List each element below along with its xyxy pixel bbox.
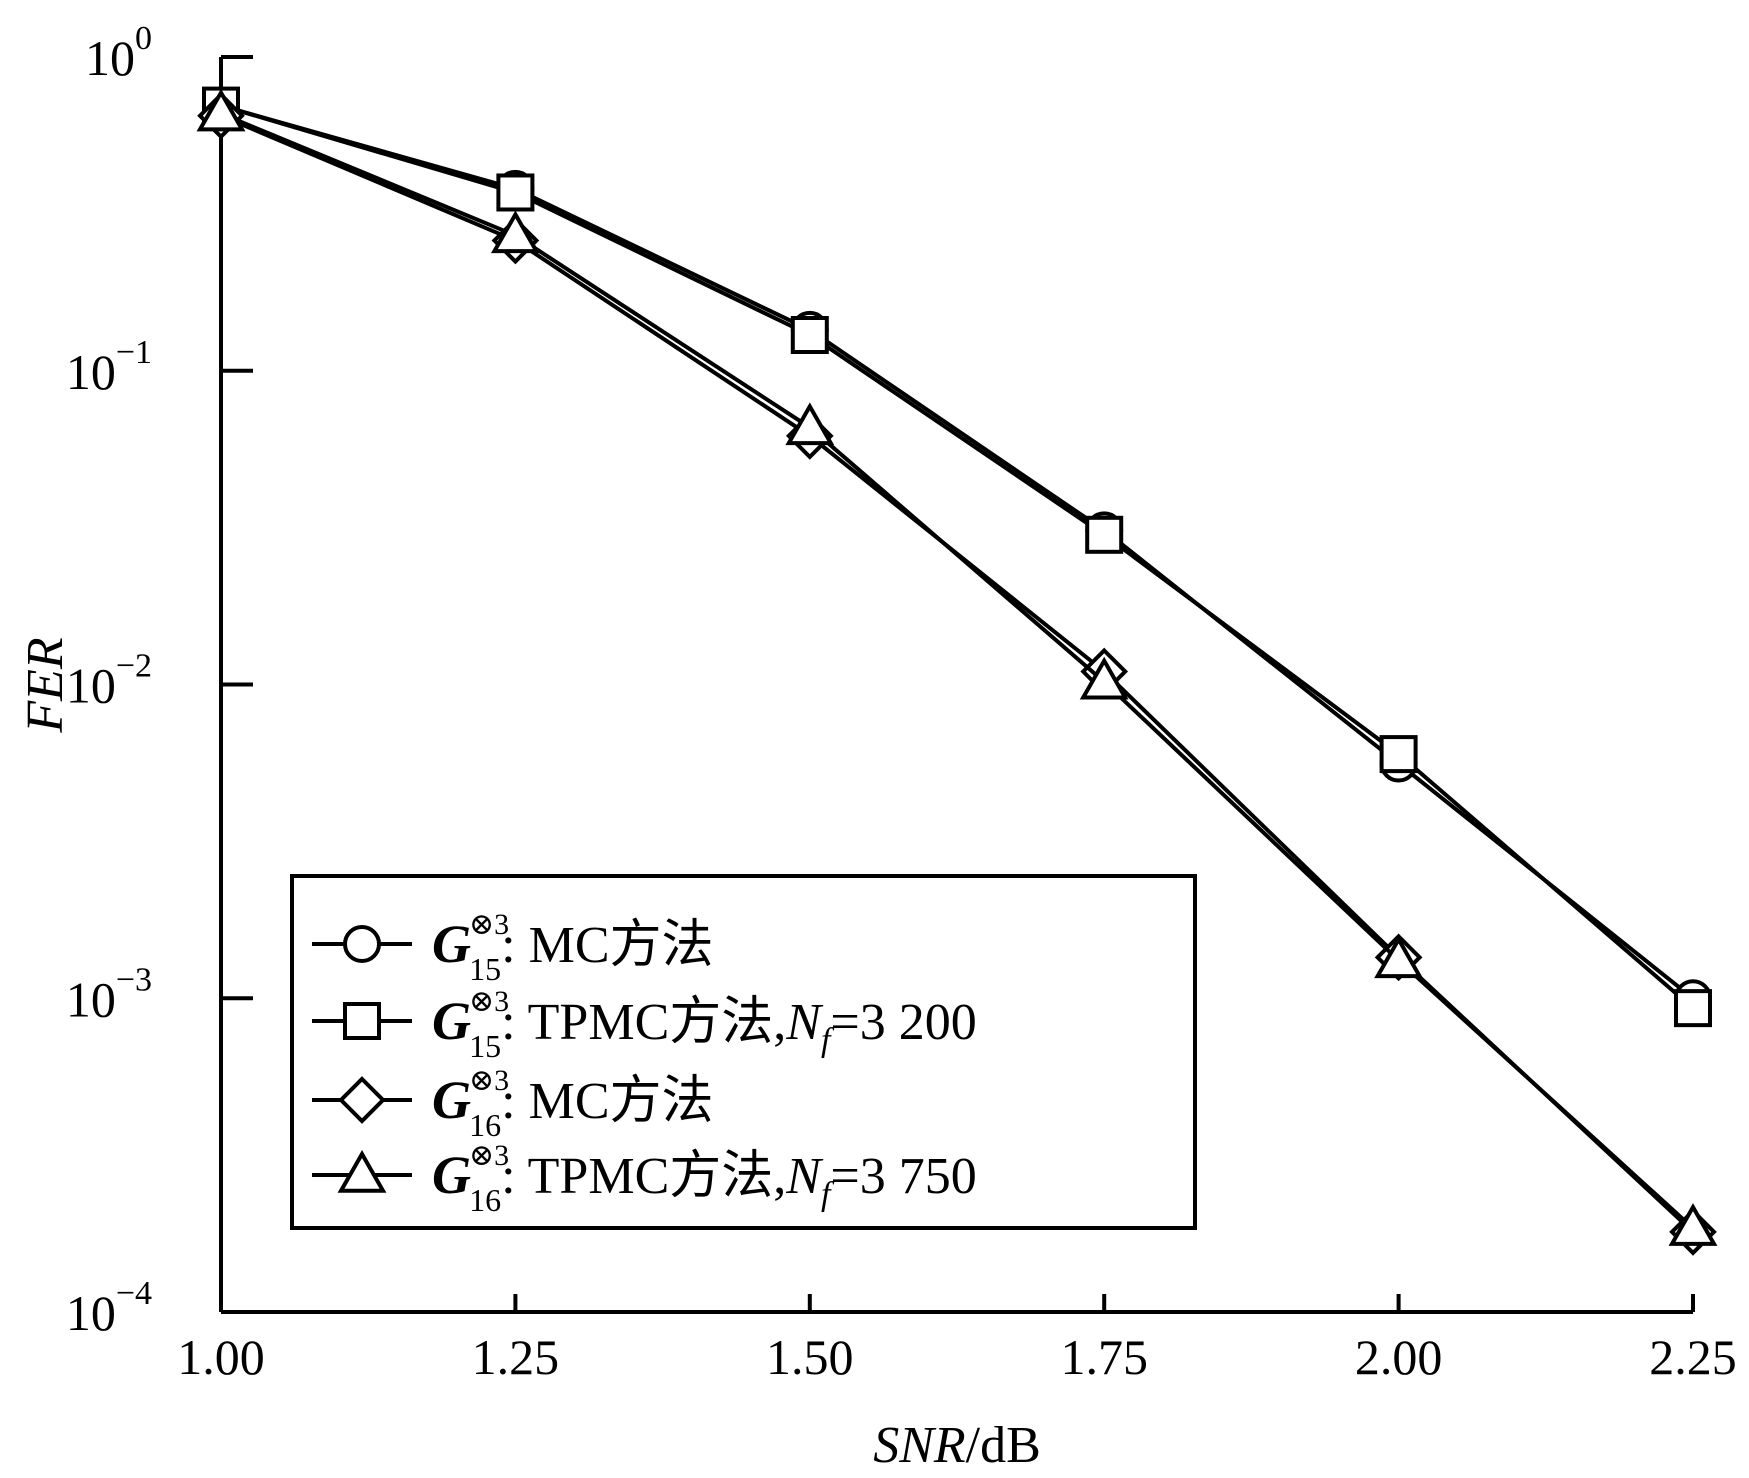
data-point-triangle bbox=[196, 88, 246, 132]
legend-subscript: 15 bbox=[469, 951, 501, 987]
data-point-square bbox=[790, 316, 829, 355]
legend-entry: G⊗3 16: MC方法 bbox=[312, 1064, 714, 1143]
legend-symbol: G bbox=[432, 1145, 471, 1205]
y-tick-base: 10 bbox=[66, 658, 116, 714]
x-axis-label: SNR/dB bbox=[873, 1417, 1041, 1474]
legend-text: : TPMC方法, bbox=[501, 994, 786, 1051]
x-tick-label: 1.00 bbox=[177, 1329, 265, 1385]
series-triangle-16 bbox=[196, 88, 1718, 1246]
x-tick-label: 1.75 bbox=[1060, 1329, 1148, 1385]
x-axis-label-unit: /dB bbox=[966, 1417, 1041, 1474]
legend-text: : MC方法 bbox=[501, 917, 713, 974]
legend-marker-diamond bbox=[338, 1076, 386, 1124]
legend-superscript: ⊗3 bbox=[469, 1139, 509, 1172]
x-tick-label: 1.25 bbox=[472, 1329, 560, 1385]
series-layer bbox=[196, 86, 1718, 1256]
data-point-triangle bbox=[490, 210, 540, 254]
legend-subscript: 15 bbox=[469, 1028, 501, 1064]
data-point-square bbox=[1085, 515, 1124, 554]
legend-marker-triangle bbox=[337, 1149, 387, 1193]
y-axis-label: FER bbox=[17, 637, 74, 733]
data-point-triangle bbox=[1668, 1203, 1718, 1246]
y-tick-exponent: −2 bbox=[116, 648, 152, 685]
legend-box bbox=[290, 874, 1197, 1230]
legend-nf-symbol: N bbox=[785, 1148, 824, 1205]
y-tick-label: 10−3 bbox=[66, 961, 152, 1027]
legend-subscript: 16 bbox=[469, 1182, 501, 1218]
y-tick-exponent: 0 bbox=[135, 20, 152, 57]
legend-symbol: G bbox=[432, 1070, 471, 1130]
axis-labels: SNR/dB FER bbox=[17, 637, 1041, 1474]
y-tick-exponent: −3 bbox=[116, 961, 152, 998]
data-point-triangle bbox=[1079, 656, 1129, 700]
legend-symbol: G bbox=[432, 914, 471, 974]
legend-superscript: ⊗3 bbox=[469, 908, 509, 941]
legend-text: : MC方法 bbox=[501, 1073, 713, 1130]
data-point-square bbox=[1674, 989, 1712, 1028]
y-tick-label: 10−4 bbox=[66, 1275, 152, 1341]
legend-superscript: ⊗3 bbox=[469, 985, 509, 1018]
x-axis-label-quantity: SNR bbox=[873, 1417, 965, 1474]
y-tick-label: 10−2 bbox=[66, 648, 152, 714]
y-tick-base: 10 bbox=[66, 344, 116, 400]
x-tick-label: 1.50 bbox=[766, 1329, 854, 1385]
series-line bbox=[220, 103, 1695, 1010]
legend-entry: G⊗3 16: TPMC方法,Nf=3 750 bbox=[312, 1139, 977, 1218]
y-tick-base: 10 bbox=[66, 971, 116, 1027]
y-tick-label: 10−1 bbox=[66, 334, 152, 400]
y-tick-exponent: −4 bbox=[116, 1275, 152, 1312]
data-point-triangle bbox=[1374, 935, 1424, 979]
ticks: 1.00 1.25 1.50 1.75 2.00 2.2510010−110−210−31… bbox=[66, 20, 1737, 1385]
legend-superscript: ⊗3 bbox=[469, 1064, 509, 1097]
legend-label: G⊗3 15: MC方法 bbox=[432, 908, 714, 987]
y-tick-exponent: −1 bbox=[116, 334, 152, 371]
legend-subscript: 16 bbox=[469, 1107, 501, 1143]
legend-nf-symbol: N bbox=[785, 994, 824, 1051]
legend-marker-square bbox=[343, 1002, 381, 1040]
legend-entry: G⊗3 15: TPMC方法,Nf=3 200 bbox=[312, 985, 977, 1064]
series-line bbox=[220, 103, 1695, 1000]
legend-entry: G⊗3 15: MC方法 bbox=[312, 908, 714, 987]
data-point-triangle bbox=[785, 402, 835, 446]
legend-nf-value: =3 200 bbox=[830, 994, 976, 1051]
x-tick-label: 2.25 bbox=[1649, 1329, 1737, 1385]
legend-text: : TPMC方法, bbox=[501, 1148, 786, 1205]
y-tick-base: 10 bbox=[85, 30, 135, 86]
legend-symbol: G bbox=[432, 991, 471, 1051]
data-point-square bbox=[496, 173, 535, 212]
data-point-square bbox=[1379, 735, 1418, 774]
legend-nf-value: =3 750 bbox=[830, 1148, 976, 1205]
y-tick-base: 10 bbox=[66, 1285, 116, 1341]
series-line bbox=[220, 111, 1695, 1230]
legend-label: G⊗3 16: MC方法 bbox=[432, 1064, 714, 1143]
legend-marker-circle bbox=[343, 925, 381, 963]
legend-label: G⊗3 16: TPMC方法,Nf=3 750 bbox=[432, 1139, 977, 1218]
legend-label: G⊗3 15: TPMC方法,Nf=3 200 bbox=[432, 985, 977, 1064]
y-tick-label: 100 bbox=[85, 20, 152, 86]
x-tick-label: 2.00 bbox=[1355, 1329, 1443, 1385]
